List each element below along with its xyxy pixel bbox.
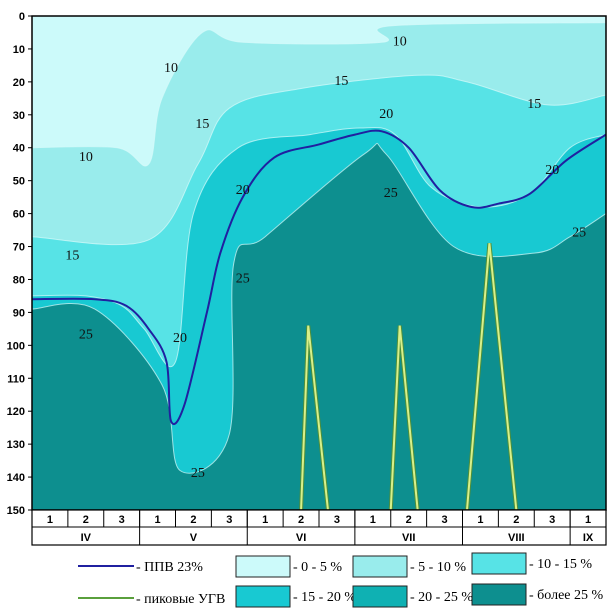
decade-label: 2	[190, 514, 196, 526]
decade-label: 3	[442, 514, 448, 526]
y-tick-label: 140	[7, 472, 25, 484]
legend-zone-swatch	[235, 555, 291, 578]
decade-label: 1	[477, 514, 483, 526]
decade-label: 1	[47, 514, 53, 526]
ppv-line	[31, 129, 607, 426]
month-label: IV	[81, 532, 92, 544]
legend-line-label: - пиковые УГВ	[136, 592, 225, 607]
contour-label: 20	[173, 331, 187, 346]
contour-line-15	[31, 74, 607, 246]
legend-zone-label: - 0 - 5 %	[293, 560, 342, 575]
month-label: VII	[402, 532, 415, 544]
contour-label: 20	[236, 183, 250, 198]
decade-label: 1	[370, 514, 376, 526]
contour-label: 10	[393, 35, 407, 50]
legend-zone-swatch	[235, 585, 291, 608]
decade-label: 1	[155, 514, 161, 526]
contour-label: 15	[65, 249, 79, 264]
legend-zone-swatch	[471, 583, 527, 606]
y-tick-label: 110	[7, 373, 25, 385]
y-tick-label: 10	[13, 44, 25, 56]
ugv-peak-1	[300, 325, 329, 511]
ugv-peak-3	[465, 243, 518, 511]
contour-label: 20	[379, 107, 393, 122]
month-label: IX	[583, 532, 594, 544]
contour-label: 15	[195, 117, 209, 132]
contour-line-25	[31, 142, 607, 474]
decade-label: 3	[226, 514, 232, 526]
plot-area: 10 10 10 15 15 15 15 20 20 20 20 25 25 25 25 25	[31, 16, 607, 511]
legend-zone-swatch	[352, 585, 408, 608]
legend-zone-swatch	[471, 552, 527, 575]
y-tick-label: 30	[13, 110, 25, 122]
y-tick-label: 150	[7, 505, 25, 517]
y-tick-label: 40	[13, 143, 25, 155]
y-tick-label: 20	[13, 77, 25, 89]
contour-line-10	[31, 22, 607, 167]
legend-zone-swatch	[352, 555, 408, 578]
contour-label: 10	[164, 61, 178, 76]
contour-label: 25	[191, 466, 205, 481]
legend-line-label: - ППВ 23%	[136, 560, 203, 575]
contour-label: 25	[384, 186, 398, 201]
y-tick-label: 90	[13, 307, 25, 319]
decade-label: 2	[513, 514, 519, 526]
decade-label: 1	[262, 514, 268, 526]
decade-label: 2	[83, 514, 89, 526]
decade-label: 1	[585, 514, 591, 526]
contour-label: 25	[236, 272, 250, 287]
y-tick-label: 70	[13, 242, 25, 254]
decade-label: 3	[334, 514, 340, 526]
y-tick-label: 100	[7, 340, 25, 352]
y-tick-label: 0	[19, 11, 25, 23]
decade-label: 2	[406, 514, 412, 526]
contour-label: 20	[545, 163, 559, 178]
month-label: V	[190, 532, 198, 544]
contour-label: 25	[572, 226, 586, 241]
month-label: VIII	[508, 532, 525, 544]
y-tick-label: 60	[13, 209, 25, 221]
decade-label: 3	[119, 514, 125, 526]
legend-zone-label: - 20 - 25 %	[410, 590, 473, 605]
legend-zone-label: - 15 - 20 %	[293, 590, 356, 605]
legend-zone-label: - 5 - 10 %	[410, 560, 466, 575]
y-tick-label: 130	[7, 439, 25, 451]
decade-label: 2	[298, 514, 304, 526]
contour-label: 10	[79, 150, 93, 165]
legend-zone-label: - 10 - 15 %	[529, 557, 592, 572]
contour-label: 15	[527, 97, 541, 112]
zone-fill-25-plus	[32, 143, 606, 510]
y-tick-label: 80	[13, 274, 25, 286]
contour-label: 15	[334, 74, 348, 89]
month-label: VI	[296, 532, 306, 544]
decade-label: 3	[549, 514, 555, 526]
ugv-peak-2	[389, 325, 419, 511]
legend: - ППВ 23% - пиковые УГВ - 0 - 5 % - 5 - 10 …	[78, 552, 604, 608]
y-tick-label: 50	[13, 176, 25, 188]
y-tick-label: 120	[7, 406, 25, 418]
legend-zone-label: - более 25 %	[529, 588, 604, 603]
contour-label: 25	[79, 328, 93, 343]
contour-line-20	[31, 126, 607, 367]
